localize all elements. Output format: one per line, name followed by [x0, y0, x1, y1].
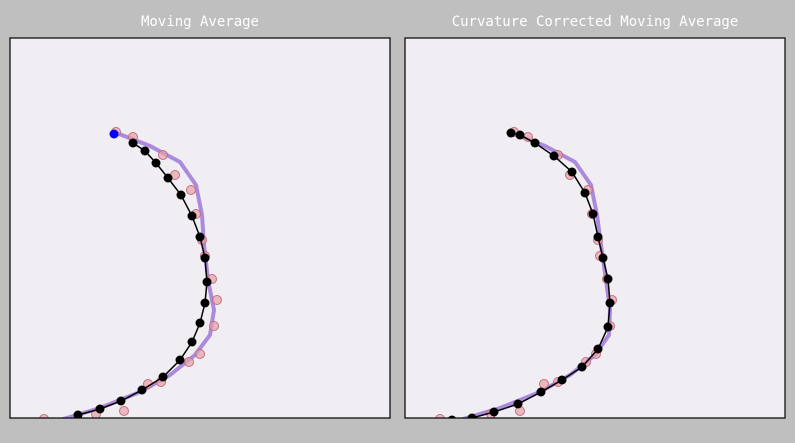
chart-title: Moving Average — [141, 14, 259, 30]
plot — [435, 127, 617, 418]
point — [577, 362, 587, 372]
point — [195, 349, 205, 359]
point — [549, 151, 559, 161]
point — [158, 372, 168, 382]
point — [95, 404, 105, 414]
point — [137, 385, 147, 395]
point — [447, 415, 457, 418]
point — [119, 406, 129, 416]
point — [605, 298, 615, 308]
point — [593, 344, 603, 354]
point — [187, 211, 197, 221]
point — [513, 399, 523, 409]
point — [530, 138, 540, 148]
point — [109, 129, 119, 139]
point — [39, 414, 49, 418]
point — [73, 410, 83, 418]
point — [598, 253, 608, 263]
point — [176, 190, 186, 200]
point — [151, 158, 161, 168]
plot-frame — [9, 37, 391, 419]
plot-area — [10, 38, 390, 418]
point — [195, 232, 205, 242]
point — [212, 295, 222, 305]
point — [200, 253, 210, 263]
point — [202, 277, 212, 287]
plot-frame — [404, 37, 786, 419]
point — [593, 232, 603, 242]
point — [200, 298, 210, 308]
point — [515, 130, 525, 140]
point — [184, 357, 194, 367]
point — [489, 407, 499, 417]
point — [116, 396, 126, 406]
point — [163, 173, 173, 183]
point — [175, 355, 185, 365]
point — [588, 209, 598, 219]
point — [128, 138, 138, 148]
point — [467, 413, 477, 418]
point — [140, 146, 150, 156]
point — [603, 322, 613, 332]
plot — [39, 127, 222, 418]
point — [536, 387, 546, 397]
point — [603, 274, 613, 284]
point — [195, 318, 205, 328]
point — [186, 185, 196, 195]
point — [435, 414, 445, 418]
point — [209, 321, 219, 331]
plot-area — [405, 38, 785, 418]
point — [187, 337, 197, 347]
point — [557, 375, 567, 385]
chart-title: Curvature Corrected Moving Average — [452, 14, 739, 30]
point — [539, 379, 549, 389]
point — [158, 150, 168, 160]
point — [567, 167, 577, 177]
point — [580, 188, 590, 198]
point — [506, 128, 516, 138]
